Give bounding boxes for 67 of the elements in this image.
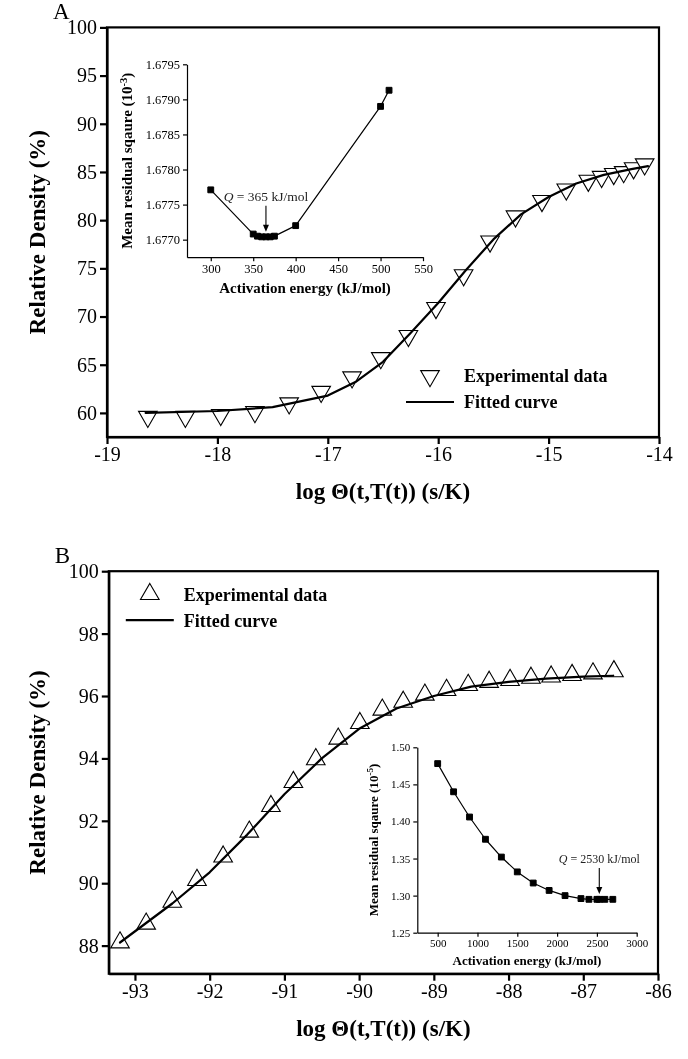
y-tick-label: 70 (77, 305, 97, 328)
x-tick-label: -18 (204, 443, 232, 466)
chart-title: A (53, 0, 70, 25)
y-tick-label: 1.45 (391, 778, 411, 791)
x-tick-label: -17 (314, 443, 342, 466)
y-tick-label: 1.35 (391, 852, 411, 865)
y-tick-label: 92 (78, 809, 99, 832)
x-tick-label: 2500 (586, 937, 609, 950)
legend-label: Experimental data (183, 584, 328, 605)
y-tick-label: 100 (68, 560, 99, 583)
x-tick-label: 1000 (466, 937, 490, 950)
x-axis-title: log Θ(t,T(t)) (s/K) (295, 479, 471, 504)
legend-label: Fitted curve (464, 392, 558, 413)
x-tick-label: 1500 (506, 937, 530, 950)
y-axis-title: Relative Density (%) (24, 670, 50, 875)
x-tick-label: -19 (94, 443, 121, 466)
annotation: Q = 365 kJ/mol (223, 188, 309, 204)
x-tick-label: -87 (570, 979, 598, 1002)
x-tick-label: 350 (244, 262, 264, 277)
x-tick-label: -90 (346, 979, 373, 1002)
y-tick-label: 90 (77, 112, 97, 135)
x-tick-label: -89 (421, 979, 448, 1002)
y-tick-label: 1.6780 (145, 163, 180, 178)
x-tick-label: 2000 (546, 937, 570, 950)
x-tick-label: -16 (425, 443, 453, 466)
y-tick-label: 60 (77, 401, 97, 424)
y-tick-label: 1.6785 (145, 127, 180, 142)
y-tick-label: 1.50 (391, 741, 411, 754)
y-axis-title: Relative Density (%) (25, 130, 51, 335)
x-tick-label: -14 (646, 443, 673, 466)
x-tick-label: 400 (286, 262, 306, 277)
x-axis-title: log Θ(t,T(t)) (s/K) (296, 1015, 471, 1041)
y-tick-label: 65 (77, 353, 97, 376)
x-tick-label: -88 (495, 979, 523, 1002)
x-tick-label: -93 (122, 979, 149, 1002)
x-tick-label: 450 (329, 262, 348, 277)
y-tick-label: 1.25 (391, 926, 411, 939)
x-tick-label: 500 (371, 262, 391, 277)
y-tick-label: 85 (77, 160, 97, 183)
legend-label: Experimental data (464, 366, 608, 387)
x-tick-label: 500 (429, 937, 447, 950)
x-tick-label: -86 (645, 979, 672, 1002)
y-tick-label: 94 (78, 747, 99, 770)
x-tick-label: 550 (414, 262, 433, 277)
y-tick-label: 1.40 (391, 815, 411, 828)
y-tick-label: 75 (77, 257, 97, 280)
annotation: Q = 2530 kJ/mol (558, 852, 641, 867)
y-tick-label: 1.6790 (145, 92, 180, 107)
y-tick-label: 1.30 (391, 889, 411, 902)
y-tick-label: 96 (78, 684, 99, 707)
chart-title: B (54, 543, 71, 569)
y-tick-label: 1.6775 (145, 198, 180, 213)
y-tick-label: 98 (78, 622, 99, 645)
x-tick-label: 300 (201, 262, 221, 277)
y-tick-label: 90 (78, 872, 99, 895)
x-tick-label: -15 (535, 443, 563, 466)
x-tick-label: -92 (196, 979, 224, 1002)
x-tick-label: -91 (271, 979, 299, 1002)
x-tick-label: 3000 (626, 937, 649, 950)
x-axis-title: Activation energy (kJ/mol) (219, 280, 391, 298)
y-tick-label: 80 (77, 209, 97, 232)
y-tick-label: 1.6795 (145, 57, 180, 72)
y-tick-label: 95 (77, 64, 97, 87)
y-tick-label: 1.6770 (145, 233, 180, 248)
x-axis-title: Activation energy (kJ/mol) (452, 952, 602, 968)
y-tick-label: 88 (78, 934, 99, 957)
legend-label: Fitted curve (183, 610, 278, 631)
